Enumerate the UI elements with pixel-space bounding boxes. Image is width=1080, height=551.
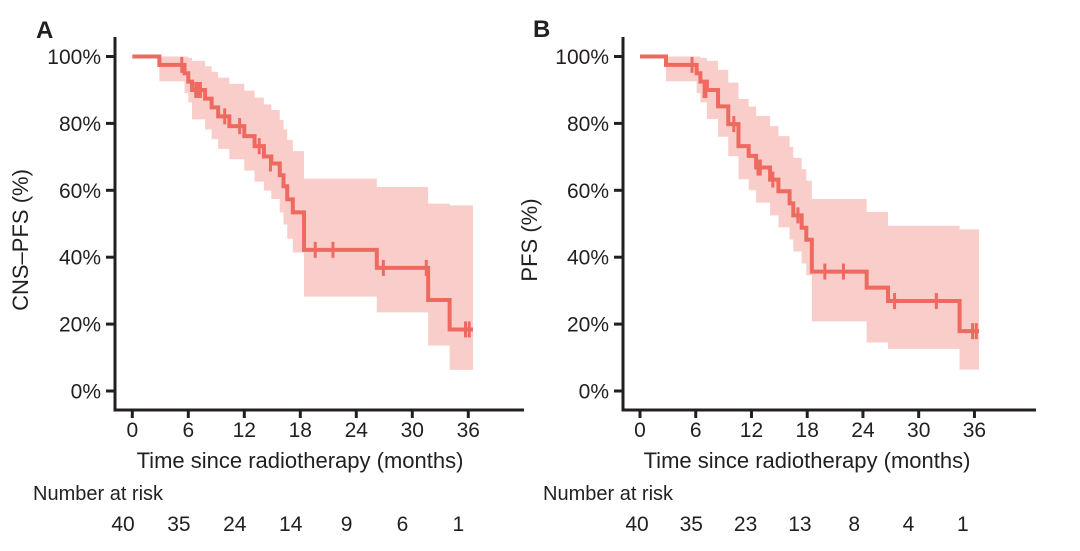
y-tick-label: 80%: [59, 113, 101, 136]
x-tick-label: 36: [457, 419, 480, 442]
risk-number: 9: [341, 513, 353, 536]
x-tick-label: 0: [126, 419, 138, 442]
confidence-band: [159, 56, 473, 370]
risk-number: 1: [957, 513, 969, 536]
y-tick-label: 0%: [579, 381, 609, 404]
panel-a-plot-area: 0 6 12 18 24 30 36 100% 80% 60% 40% 20% 0%: [47, 37, 524, 442]
risk-number: 13: [788, 513, 811, 536]
panel-a-number-at-risk-row: 40 35 24 14 9 6 1: [111, 513, 464, 536]
x-tick-label: 30: [907, 419, 930, 442]
y-tick-label: 40%: [59, 247, 101, 270]
y-tick-label: 20%: [567, 314, 609, 337]
risk-number: 24: [223, 513, 247, 536]
x-tick-label: 24: [345, 419, 369, 442]
y-tick-label: 80%: [567, 113, 609, 136]
panel-b-x-axis-title: Time since radiotherapy (months): [644, 448, 971, 473]
y-tick-label: 40%: [567, 247, 609, 270]
risk-number: 8: [848, 513, 860, 536]
y-tick-label: 100%: [47, 46, 101, 69]
risk-number: 35: [680, 513, 703, 536]
panel-b-y-axis-title: PFS (%): [517, 198, 542, 281]
panel-a-letter: A: [36, 17, 53, 44]
y-tick-label: 60%: [59, 180, 101, 203]
x-tick-label: 12: [233, 419, 256, 442]
panel-a-y-axis-title: CNS–PFS (%): [8, 169, 33, 311]
risk-number: 40: [625, 513, 648, 536]
risk-number: 40: [111, 513, 134, 536]
x-tick-label: 24: [851, 419, 875, 442]
x-tick-label: 18: [289, 419, 312, 442]
km-step-line: [640, 54, 980, 334]
y-tick-label: 0%: [71, 381, 101, 404]
panel-b-letter: B: [533, 16, 550, 43]
x-tick-label: 12: [740, 419, 763, 442]
confidence-band: [666, 56, 980, 370]
x-tick-label: 6: [182, 419, 194, 442]
panel-a-number-at-risk-label: Number at risk: [33, 483, 164, 505]
x-tick-label: 30: [401, 419, 424, 442]
x-tick-label: 18: [796, 419, 819, 442]
y-tick-label: 20%: [59, 314, 101, 337]
panel-a-x-axis-title: Time since radiotherapy (months): [137, 448, 464, 473]
risk-number: 6: [397, 513, 409, 536]
x-tick-label: 0: [634, 419, 646, 442]
risk-number: 4: [903, 513, 915, 536]
panel-b-number-at-risk-label: Number at risk: [543, 483, 674, 505]
x-tick-label: 6: [690, 419, 702, 442]
risk-number: 35: [167, 513, 190, 536]
risk-number: 23: [734, 513, 757, 536]
x-tick-label: 36: [963, 419, 986, 442]
y-tick-label: 100%: [555, 46, 609, 69]
panel-b-number-at-risk-row: 40 35 23 13 8 4 1: [625, 513, 968, 536]
risk-number: 14: [279, 513, 303, 536]
risk-number: 1: [453, 513, 465, 536]
panel-a: 0 6 12 18 24 30 36 100% 80% 60% 40% 20% 0% A CNS–PFS…: [8, 17, 524, 536]
y-tick-label: 60%: [567, 180, 609, 203]
panel-b-plot-area: 0 6 12 18 24 30 36 100% 80% 60% 40% 20% 0%: [555, 37, 1036, 442]
